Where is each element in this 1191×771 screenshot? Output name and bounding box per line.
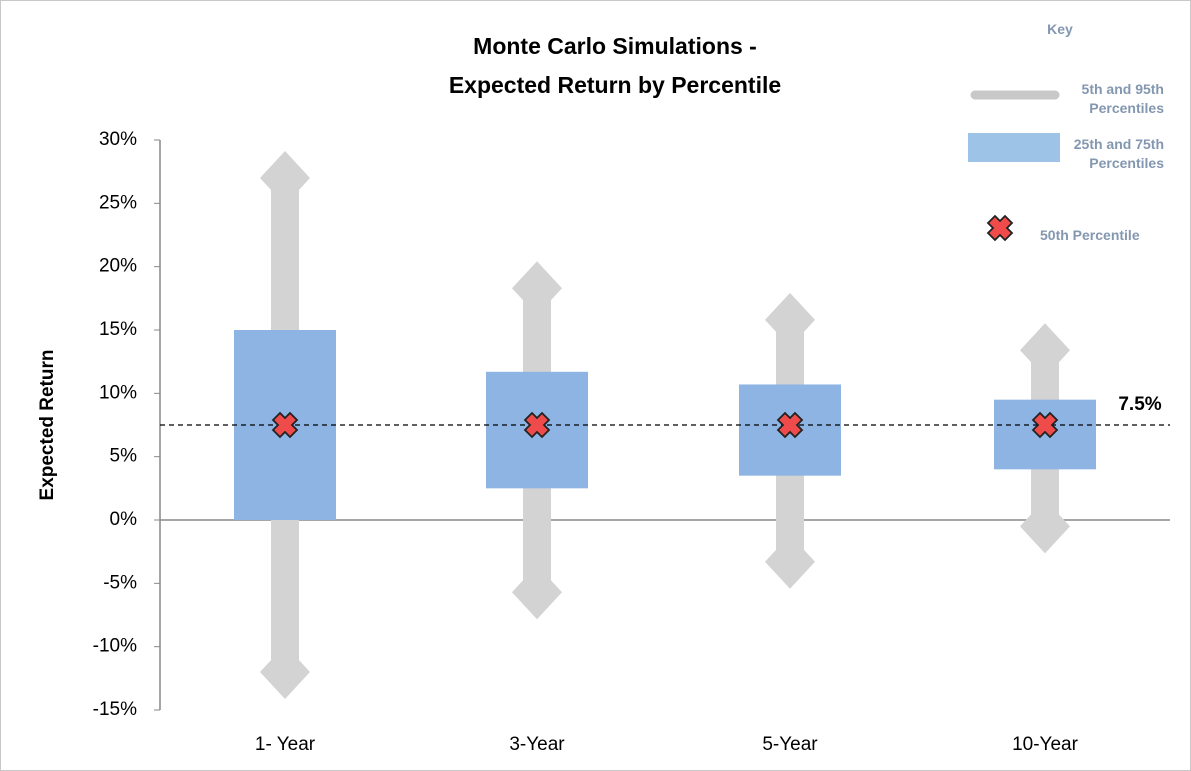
median-marker (776, 411, 804, 439)
legend-title: Key (1047, 21, 1073, 37)
x-tick-label: 1- Year (255, 734, 316, 755)
whisker-end (512, 261, 562, 316)
y-tick-label: 10% (99, 382, 137, 403)
legend-box-icon (968, 133, 1060, 162)
y-tick-label: 0% (110, 509, 138, 530)
y-tick-label: 20% (99, 256, 137, 277)
legend-item: 5th and 95th Percentiles (1081, 81, 1164, 116)
y-tick-label: -15% (93, 699, 137, 720)
whisker-end (260, 645, 310, 699)
y-tick-label: -10% (93, 636, 137, 657)
legend-median-icon (986, 214, 1014, 242)
x-tick-label: 10-Year (1012, 734, 1079, 755)
y-tick-label: 25% (99, 192, 137, 213)
y-axis-label: Expected Return (37, 350, 58, 501)
chart-subtitle: Expected Return by Percentile (449, 72, 781, 98)
y-tick-label: 5% (110, 446, 138, 467)
median-marker (1031, 411, 1059, 439)
whisker-end (1020, 499, 1070, 554)
whisker-end (765, 534, 815, 589)
legend-item: 50th Percentile (1040, 227, 1140, 243)
y-tick-label: 30% (99, 129, 137, 150)
y-tick-label: -5% (103, 572, 137, 593)
x-tick-label: 5-Year (762, 734, 818, 755)
median-marker (271, 411, 299, 439)
chart-title: Monte Carlo Simulations - (473, 33, 757, 59)
whisker-end (1020, 323, 1070, 378)
box (994, 399, 1096, 470)
x-tick-label: 3-Year (509, 734, 565, 755)
median-marker (523, 411, 551, 439)
whisker-end (512, 565, 562, 620)
whisker-end (765, 292, 815, 347)
y-tick-label: 15% (99, 319, 137, 340)
whisker-end (260, 151, 310, 205)
legend-item: 25th and 75th Percentiles (1073, 136, 1164, 171)
reference-label: 7.5% (1118, 394, 1161, 415)
